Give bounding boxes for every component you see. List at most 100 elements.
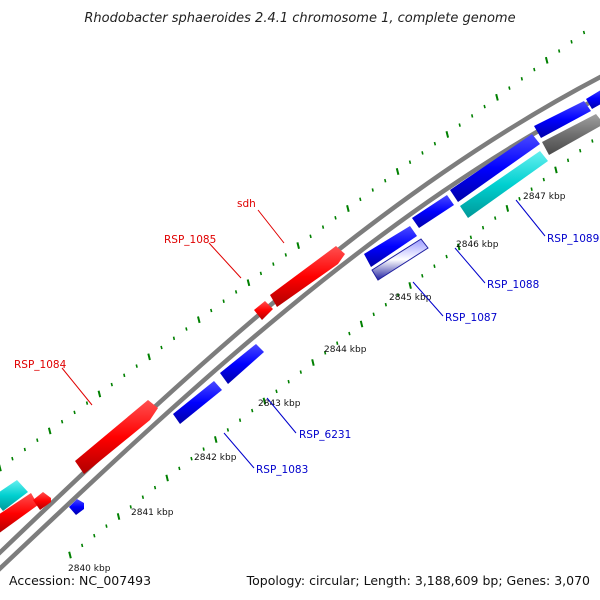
kbp-label: 2844 kbp xyxy=(324,345,367,355)
scale-minor-tick xyxy=(210,308,213,313)
scale-minor-tick xyxy=(533,67,536,72)
scale-major-tick xyxy=(554,166,558,174)
gene-arrow-reverse[interactable] xyxy=(364,226,417,267)
scale-major-tick xyxy=(0,464,2,472)
scale-minor-tick xyxy=(110,382,113,387)
gene-label-rsp-1083[interactable]: RSP_1083 xyxy=(256,464,308,476)
scale-major-tick xyxy=(47,427,52,435)
gene-arrow-reverse[interactable] xyxy=(69,499,84,515)
scale-minor-tick xyxy=(238,418,242,422)
gene-arrow-rsp-1084[interactable] xyxy=(75,400,158,474)
kbp-label: 2847 kbp xyxy=(523,192,566,202)
scale-minor-tick xyxy=(123,373,126,378)
scale-minor-tick xyxy=(445,254,448,259)
scale-minor-tick xyxy=(321,225,325,229)
scale-minor-tick xyxy=(73,410,76,415)
gene-arrow-other[interactable] xyxy=(542,114,600,155)
scale-minor-tick xyxy=(160,345,163,350)
gene-label-rsp-1084[interactable]: RSP_1084 xyxy=(14,359,67,371)
scale-minor-tick xyxy=(396,293,400,297)
scale-major-tick xyxy=(246,279,251,287)
scale-minor-tick xyxy=(558,49,561,53)
kbp-label: 2843 kbp xyxy=(258,399,301,409)
accession-text: Accession: NC_007493 xyxy=(9,573,151,588)
scale-minor-tick xyxy=(36,438,39,442)
scale-minor-tick xyxy=(251,408,254,413)
kbp-label: 2842 kbp xyxy=(194,453,237,463)
scale-major-tick xyxy=(395,168,400,175)
scale-minor-tick xyxy=(483,104,486,109)
gene-arrow-sdh-subunit[interactable] xyxy=(254,301,273,320)
scale-minor-tick xyxy=(275,389,278,394)
scale-minor-tick xyxy=(284,253,287,257)
scale-tick-marks xyxy=(0,30,594,559)
scale-minor-tick xyxy=(85,401,89,405)
gene-arrow-forward[interactable] xyxy=(0,493,38,534)
scale-minor-tick xyxy=(518,197,521,201)
scale-minor-tick xyxy=(222,299,225,303)
scale-minor-tick xyxy=(336,341,339,345)
scale-minor-tick xyxy=(530,187,533,191)
scale-major-tick xyxy=(147,353,151,361)
scale-minor-tick xyxy=(141,495,145,499)
scale-minor-tick xyxy=(299,370,302,374)
scale-minor-tick xyxy=(178,466,181,471)
scale-minor-tick xyxy=(570,40,573,44)
scale-minor-tick xyxy=(226,428,230,432)
scale-major-tick xyxy=(495,93,499,101)
gene-arrow-rsp-1087-selected[interactable] xyxy=(371,238,429,281)
forward-strand-genes xyxy=(0,246,345,534)
kbp-label: 2841 kbp xyxy=(131,508,174,518)
scale-minor-tick xyxy=(81,543,84,548)
scale-minor-tick xyxy=(421,274,424,278)
gene-label-rsp-6231[interactable]: RSP_6231 xyxy=(299,429,351,441)
scale-major-tick xyxy=(197,316,201,324)
gene-label-rsp-1089[interactable]: RSP_1089 xyxy=(547,233,599,245)
scale-major-tick xyxy=(262,397,267,405)
scale-major-tick xyxy=(544,56,549,64)
kbp-label: 2845 kbp xyxy=(389,293,432,303)
scale-minor-tick xyxy=(153,485,157,490)
scale-minor-tick xyxy=(190,456,193,461)
kbp-label: 2840 kbp xyxy=(68,564,111,574)
scale-minor-tick xyxy=(582,30,586,35)
kbp-label: 2846 kbp xyxy=(456,240,499,250)
scale-minor-tick xyxy=(494,216,497,220)
scale-minor-tick xyxy=(359,197,362,202)
scale-major-tick xyxy=(97,390,102,398)
scale-minor-tick xyxy=(371,188,374,192)
gene-arrow-reverse[interactable] xyxy=(586,88,600,109)
scale-major-tick xyxy=(68,551,72,559)
scale-minor-tick xyxy=(408,160,412,164)
gene-arrow-reverse[interactable] xyxy=(412,195,454,228)
gene-arrow-sdh[interactable] xyxy=(270,246,345,307)
gene-label-rsp-1085[interactable]: RSP_1085 xyxy=(164,234,216,246)
scale-minor-tick xyxy=(185,327,188,331)
scale-minor-tick xyxy=(384,178,387,183)
gene-arrow-rsp-1083[interactable] xyxy=(173,381,222,424)
gene-arrow-reverse[interactable] xyxy=(534,101,591,138)
scale-minor-tick xyxy=(259,271,263,276)
gene-label-rsp-1088[interactable]: RSP_1088 xyxy=(487,279,539,291)
scale-minor-tick xyxy=(348,331,351,336)
gene-arrow-rsp-6231[interactable] xyxy=(220,344,264,384)
scale-major-tick xyxy=(116,513,121,520)
scale-major-tick xyxy=(359,320,364,328)
gene-arrow-rsp-1088[interactable] xyxy=(450,134,540,202)
scale-minor-tick xyxy=(135,364,138,368)
gene-arrow-forward[interactable] xyxy=(33,492,51,510)
gene-arrow-rna-forward[interactable] xyxy=(0,480,28,511)
scale-minor-tick xyxy=(469,235,473,240)
gene-arrow-rsp-1089[interactable] xyxy=(460,151,548,218)
map-title: Rhodobacter sphaeroides 2.4.1 chromosome… xyxy=(84,11,515,26)
reverse-strand-genes xyxy=(69,88,600,515)
scale-major-tick xyxy=(457,243,461,251)
gene-label-rsp-1087[interactable]: RSP_1087 xyxy=(445,312,497,324)
scale-minor-tick xyxy=(272,262,275,266)
scale-minor-tick xyxy=(172,336,176,341)
scale-minor-tick xyxy=(421,151,424,155)
gene-label-sdh[interactable]: sdh xyxy=(237,198,256,210)
scale-minor-tick xyxy=(372,312,375,317)
scale-major-tick xyxy=(165,474,169,482)
